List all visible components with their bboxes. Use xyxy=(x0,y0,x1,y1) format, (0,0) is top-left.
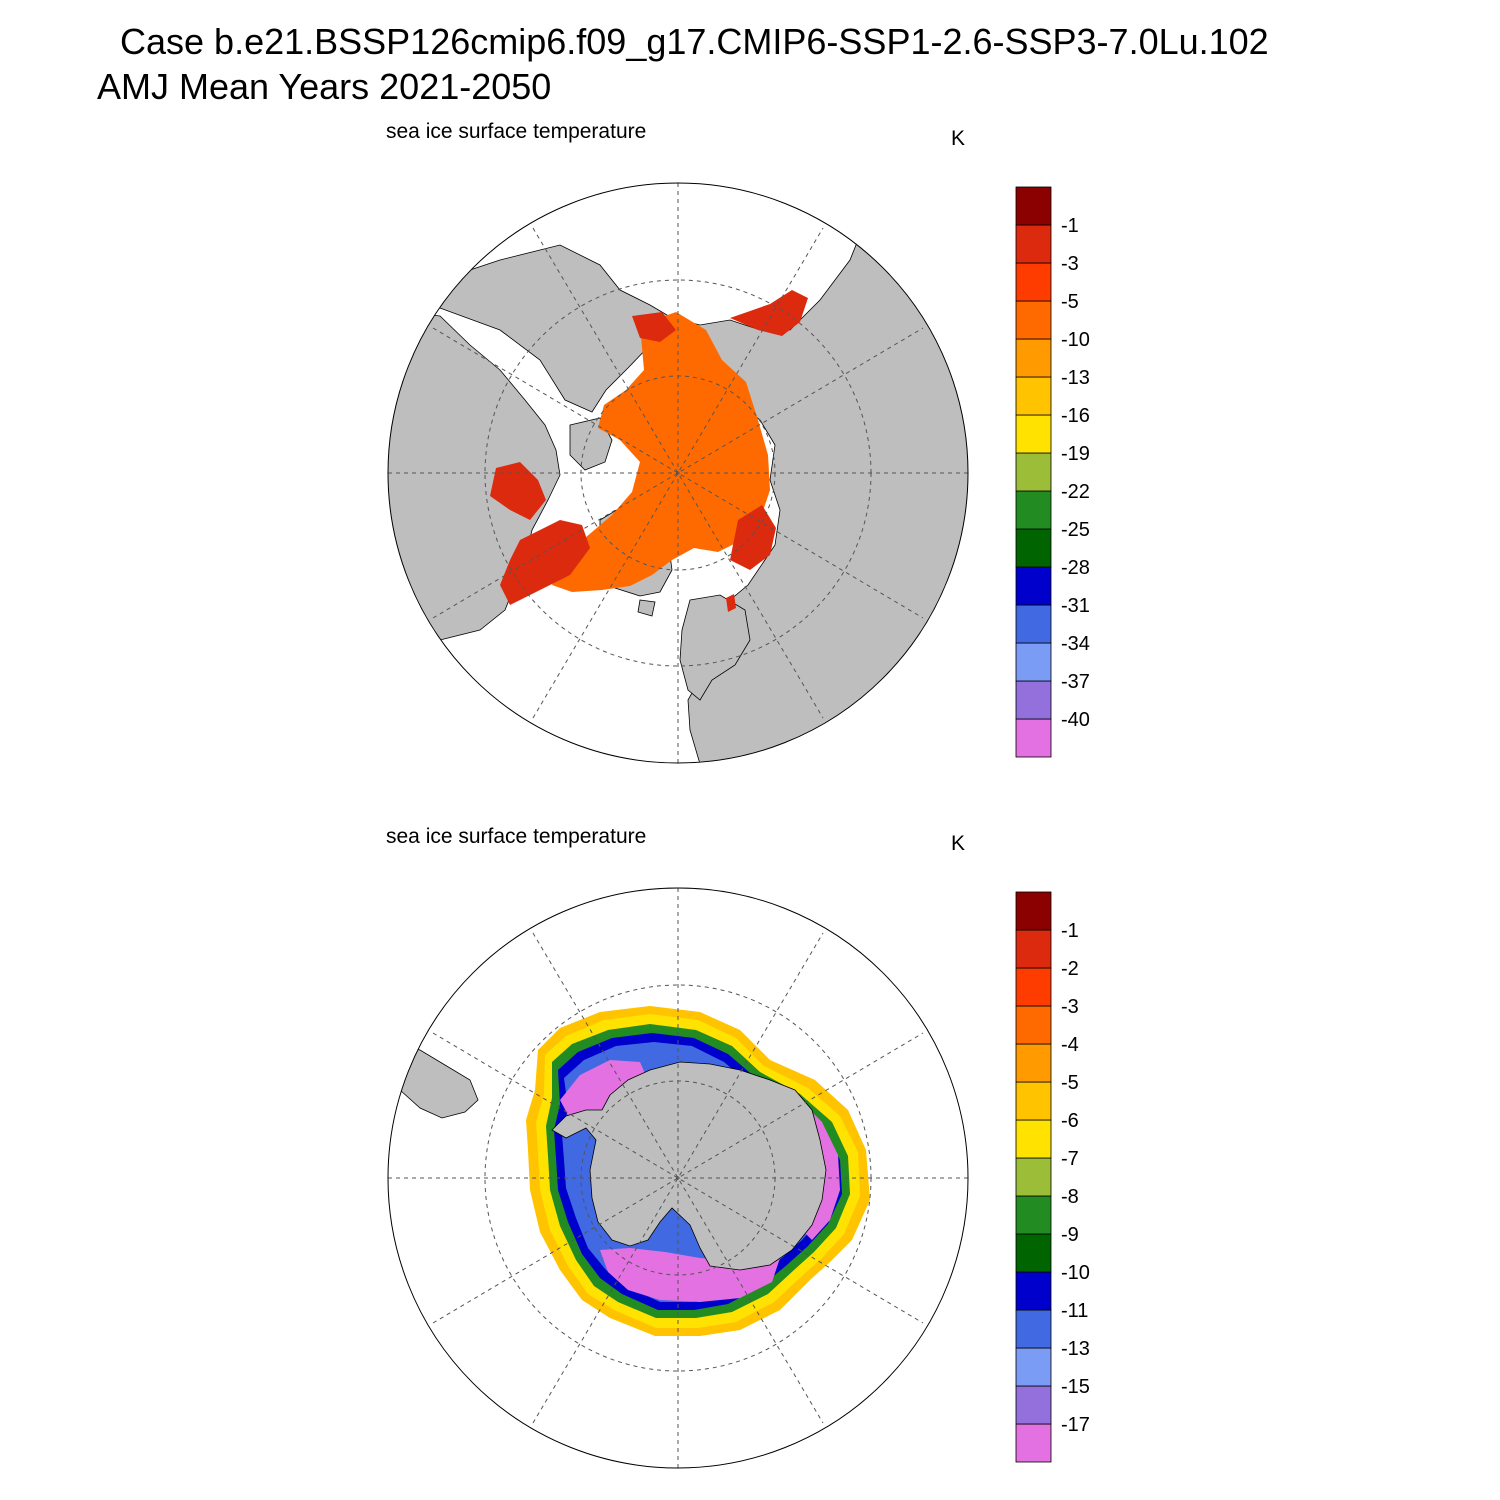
north-ice-chukchi-edge xyxy=(632,312,676,342)
north-colorbar-box xyxy=(1015,300,1052,340)
north-units-label: K xyxy=(951,127,966,150)
north-colorbar-box xyxy=(1015,414,1052,454)
north-graticule xyxy=(388,183,968,763)
north-ice-baltic xyxy=(726,594,736,612)
north-colorbar-box xyxy=(1015,338,1052,378)
north-variable-label: sea ice surface temperature xyxy=(386,120,647,143)
north-ice-hudson-bay xyxy=(490,462,546,520)
case-title: Case b.e21.BSSP126cmip6.f09_g17.CMIP6-SS… xyxy=(120,21,1269,62)
south-colorbar-tick-label: -2 xyxy=(1061,958,1079,980)
north-colorbar-tick-label: -5 xyxy=(1061,291,1079,313)
north-colorbar-box xyxy=(1015,566,1052,606)
south-colorbar-box xyxy=(1015,1081,1052,1121)
south-colorbar-box xyxy=(1015,1271,1052,1311)
north-colorbar-box xyxy=(1015,718,1052,758)
south-colorbar-tick-label: -7 xyxy=(1061,1148,1079,1170)
north-colorbar-tick-label: -10 xyxy=(1061,329,1090,351)
north-colorbar-box xyxy=(1015,186,1052,226)
north-colorbar-tick-label: -22 xyxy=(1061,481,1090,503)
north-colorbar-tick-label: -34 xyxy=(1061,633,1090,655)
south-colorbar-box xyxy=(1015,1309,1052,1349)
arctic-polar-map xyxy=(387,182,969,764)
north-colorbar-box xyxy=(1015,452,1052,492)
south-colorbar-tick-label: -17 xyxy=(1061,1414,1090,1436)
north-ice-central-arctic xyxy=(552,312,770,592)
south-colorbar-box xyxy=(1015,1347,1052,1387)
north-colorbar-box xyxy=(1015,680,1052,720)
south-colorbar-box xyxy=(1015,1157,1052,1197)
north-ice-bering-okhotsk xyxy=(730,290,808,336)
south-colorbar-box xyxy=(1015,1195,1052,1235)
south-colorbar-tick-label: -1 xyxy=(1061,920,1079,942)
south-colorbar-tick-label: -8 xyxy=(1061,1186,1079,1208)
south-colorbar-box xyxy=(1015,1005,1052,1045)
south-map-border xyxy=(387,887,969,1469)
north-colorbar-tick-label: -1 xyxy=(1061,215,1079,237)
north-colorbar-tick-label: -13 xyxy=(1061,367,1090,389)
south-variable-label: sea ice surface temperature xyxy=(386,825,647,848)
south-graticule xyxy=(388,888,968,1468)
north-ice-hudson-strait xyxy=(500,520,590,605)
south-units-label: K xyxy=(951,832,966,855)
south-colorbar-tick-label: -3 xyxy=(1061,996,1079,1018)
south-colorbar-tick-label: -15 xyxy=(1061,1376,1090,1398)
south-colorbar-tick-label: -5 xyxy=(1061,1072,1079,1094)
north-colorbar-box xyxy=(1015,490,1052,530)
north-colorbar: -40 -37 -34 -31 -28 -25 -22 -19 -16 -13 -10 -5 -3 -1 xyxy=(1015,186,1090,758)
south-colorbar-box xyxy=(1015,1043,1052,1083)
north-colorbar-tick-label: -40 xyxy=(1061,709,1090,731)
north-colorbar-tick-label: -37 xyxy=(1061,671,1090,693)
south-colorbar-tick-label: -13 xyxy=(1061,1338,1090,1360)
south-colorbar-tick-label: -9 xyxy=(1061,1224,1079,1246)
south-colorbar-box xyxy=(1015,891,1052,931)
south-colorbar-tick-label: -11 xyxy=(1061,1300,1088,1322)
north-colorbar-tick-label: -3 xyxy=(1061,253,1079,275)
south-colorbar-box xyxy=(1015,929,1052,969)
north-colorbar-tick-label: -28 xyxy=(1061,557,1090,579)
south-colorbar-box xyxy=(1015,1119,1052,1159)
south-colorbar-tick-label: -6 xyxy=(1061,1110,1079,1132)
north-colorbar-tick-label: -25 xyxy=(1061,519,1090,541)
north-ice-barents-margin xyxy=(730,505,776,570)
north-colorbar-tick-label: -16 xyxy=(1061,405,1090,427)
north-colorbar-box xyxy=(1015,528,1052,568)
south-colorbar-box xyxy=(1015,1423,1052,1463)
north-colorbar-box xyxy=(1015,376,1052,416)
south-land-antarctica xyxy=(551,1061,827,1271)
south-colorbar-tick-label: -4 xyxy=(1061,1034,1079,1056)
period-title: AMJ Mean Years 2021-2050 xyxy=(97,66,552,107)
north-colorbar-box xyxy=(1015,642,1052,682)
south-colorbar-box xyxy=(1015,967,1052,1007)
north-colorbar-tick-label: -19 xyxy=(1061,443,1090,465)
south-colorbar-tick-label: -10 xyxy=(1061,1262,1090,1284)
north-colorbar-box xyxy=(1015,224,1052,264)
north-map-border xyxy=(387,182,969,764)
south-colorbar-box xyxy=(1015,1385,1052,1425)
south-colorbar: -17 -15 -13 -11 -10 -9 -8 -7 -6 -5 -4 -3 -2 -1 xyxy=(1015,891,1090,1463)
north-colorbar-box xyxy=(1015,604,1052,644)
north-land-europe xyxy=(679,594,751,701)
north-colorbar-box xyxy=(1015,262,1052,302)
south-colorbar-box xyxy=(1015,1233,1052,1273)
north-colorbar-tick-label: -31 xyxy=(1061,595,1090,617)
antarctic-polar-map xyxy=(387,887,969,1469)
